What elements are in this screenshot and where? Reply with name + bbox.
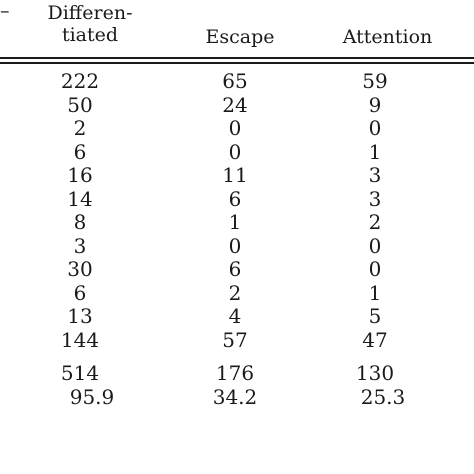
- cell-differentiated: 3: [73, 233, 87, 258]
- table-row-total: 514 176 130: [0, 362, 474, 386]
- cell-escape: 0: [228, 233, 242, 258]
- table-row: 3 0 0: [0, 233, 474, 259]
- table-row: 13 4 5: [0, 305, 474, 329]
- table-body: 222 65 59 50 24 9 2 0 0 6 0 1 16 11 3 14…: [0, 70, 474, 409]
- cell-attention: 59: [362, 69, 388, 93]
- cell-attention: 47: [362, 327, 388, 352]
- cell-attention: 3: [368, 163, 382, 187]
- cell-differentiated: 13: [67, 304, 93, 328]
- cell-differentiated: 16: [67, 163, 93, 187]
- table-row: 6 0 1: [0, 139, 474, 165]
- cell-escape: 2: [228, 280, 242, 305]
- header-differentiated-line1: Differen-: [47, 2, 133, 24]
- cell-escape: 11: [222, 163, 248, 187]
- header-dash: –: [0, 0, 10, 22]
- header-attention: Attention: [342, 26, 433, 48]
- cell-differentiated: 6: [73, 139, 87, 164]
- cell-differentiated: 14: [67, 186, 93, 211]
- cell-escape: 0: [228, 116, 242, 140]
- percent-differentiated: 95.9: [69, 384, 115, 409]
- cell-differentiated: 144: [60, 327, 100, 352]
- cell-differentiated: 30: [67, 257, 93, 281]
- table-row: 6 2 1: [0, 280, 474, 306]
- percent-escape: 34.2: [212, 384, 258, 409]
- cell-escape: 65: [222, 69, 248, 93]
- cell-attention: 0: [368, 116, 382, 140]
- total-escape: 176: [215, 361, 255, 385]
- table-row: 14 6 3: [0, 186, 474, 212]
- total-attention: 130: [355, 361, 395, 385]
- table-row: 16 11 3: [0, 164, 474, 188]
- cell-escape: 6: [228, 186, 242, 211]
- cell-escape: 1: [228, 210, 242, 234]
- cell-attention: 1: [368, 139, 382, 164]
- cell-attention: 9: [368, 92, 382, 117]
- table-row: 8 1 2: [0, 211, 474, 235]
- table-row: 50 24 9: [0, 92, 474, 118]
- header-differentiated-line2: tiated: [61, 24, 119, 46]
- cell-attention: 0: [368, 257, 382, 281]
- cell-attention: 5: [368, 304, 382, 328]
- table-row: 30 6 0: [0, 258, 474, 282]
- cell-differentiated: 8: [73, 210, 87, 234]
- cell-escape: 0: [228, 139, 242, 164]
- cell-differentiated: 2: [73, 116, 87, 140]
- percent-attention: 25.3: [360, 384, 406, 409]
- cell-escape: 6: [228, 257, 242, 281]
- table-row-percent: 95.9 34.2 25.3: [0, 384, 474, 409]
- cell-escape: 24: [222, 92, 248, 117]
- cell-attention: 3: [368, 186, 382, 211]
- cell-attention: 0: [368, 233, 382, 258]
- table-row: 144 57 47: [0, 327, 474, 353]
- total-differentiated: 514: [60, 361, 100, 385]
- cell-attention: 1: [368, 280, 382, 305]
- header-differentiated: Differen- tiated: [30, 2, 150, 46]
- cell-attention: 2: [368, 210, 382, 234]
- header-escape: Escape: [205, 26, 275, 48]
- cell-differentiated: 50: [67, 92, 93, 117]
- header-rule-bottom: [0, 62, 474, 64]
- header-rule-top: [0, 57, 474, 59]
- cell-differentiated: 6: [73, 280, 87, 305]
- cell-differentiated: 222: [60, 69, 100, 93]
- table-row: 2 0 0: [0, 117, 474, 141]
- table-row: 222 65 59: [0, 70, 474, 94]
- cell-escape: 57: [222, 327, 248, 352]
- cell-escape: 4: [228, 304, 242, 328]
